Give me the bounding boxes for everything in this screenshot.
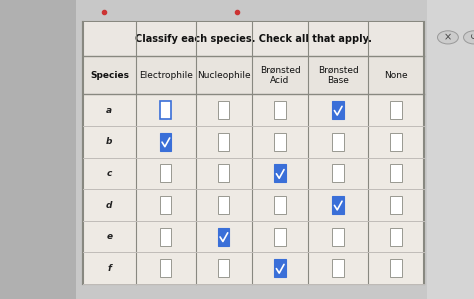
- Text: None: None: [384, 71, 408, 80]
- FancyBboxPatch shape: [160, 228, 172, 245]
- Text: Brønsted
Base: Brønsted Base: [318, 66, 358, 85]
- FancyBboxPatch shape: [218, 259, 229, 277]
- FancyBboxPatch shape: [427, 0, 474, 299]
- FancyBboxPatch shape: [332, 101, 344, 119]
- FancyBboxPatch shape: [218, 101, 229, 119]
- Text: e: e: [106, 232, 112, 241]
- FancyBboxPatch shape: [160, 259, 172, 277]
- Text: Classify each species. Check all that apply.: Classify each species. Check all that ap…: [135, 34, 372, 45]
- Text: Species: Species: [90, 71, 129, 80]
- FancyBboxPatch shape: [218, 133, 229, 151]
- FancyBboxPatch shape: [391, 259, 402, 277]
- FancyBboxPatch shape: [83, 252, 424, 284]
- FancyBboxPatch shape: [83, 221, 424, 252]
- FancyBboxPatch shape: [83, 22, 424, 57]
- FancyBboxPatch shape: [83, 94, 424, 126]
- Text: Electrophile: Electrophile: [139, 71, 192, 80]
- Text: ↺: ↺: [470, 32, 474, 42]
- FancyBboxPatch shape: [83, 22, 424, 284]
- FancyBboxPatch shape: [218, 164, 229, 182]
- FancyBboxPatch shape: [274, 228, 286, 245]
- FancyBboxPatch shape: [218, 228, 229, 245]
- FancyBboxPatch shape: [391, 164, 402, 182]
- FancyBboxPatch shape: [391, 101, 402, 119]
- FancyBboxPatch shape: [274, 133, 286, 151]
- Text: c: c: [107, 169, 112, 178]
- Text: ×: ×: [444, 32, 452, 42]
- FancyBboxPatch shape: [218, 196, 229, 214]
- FancyBboxPatch shape: [274, 259, 286, 277]
- FancyBboxPatch shape: [391, 228, 402, 245]
- Text: f: f: [108, 264, 111, 273]
- FancyBboxPatch shape: [160, 133, 172, 151]
- FancyBboxPatch shape: [332, 133, 344, 151]
- Circle shape: [438, 31, 458, 44]
- FancyBboxPatch shape: [391, 196, 402, 214]
- Text: b: b: [106, 137, 113, 146]
- FancyBboxPatch shape: [160, 196, 172, 214]
- Text: Nucleophile: Nucleophile: [197, 71, 251, 80]
- FancyBboxPatch shape: [83, 57, 424, 94]
- Text: a: a: [106, 106, 112, 115]
- FancyBboxPatch shape: [83, 189, 424, 221]
- FancyBboxPatch shape: [332, 228, 344, 245]
- Text: Brønsted
Acid: Brønsted Acid: [260, 66, 301, 85]
- FancyBboxPatch shape: [83, 158, 424, 189]
- FancyBboxPatch shape: [0, 0, 76, 299]
- FancyBboxPatch shape: [274, 164, 286, 182]
- FancyBboxPatch shape: [332, 164, 344, 182]
- FancyBboxPatch shape: [391, 133, 402, 151]
- FancyBboxPatch shape: [160, 101, 172, 119]
- Text: d: d: [106, 201, 113, 210]
- FancyBboxPatch shape: [83, 126, 424, 158]
- FancyBboxPatch shape: [274, 101, 286, 119]
- FancyBboxPatch shape: [274, 196, 286, 214]
- FancyBboxPatch shape: [160, 164, 172, 182]
- Circle shape: [464, 31, 474, 44]
- FancyBboxPatch shape: [332, 196, 344, 214]
- FancyBboxPatch shape: [332, 259, 344, 277]
